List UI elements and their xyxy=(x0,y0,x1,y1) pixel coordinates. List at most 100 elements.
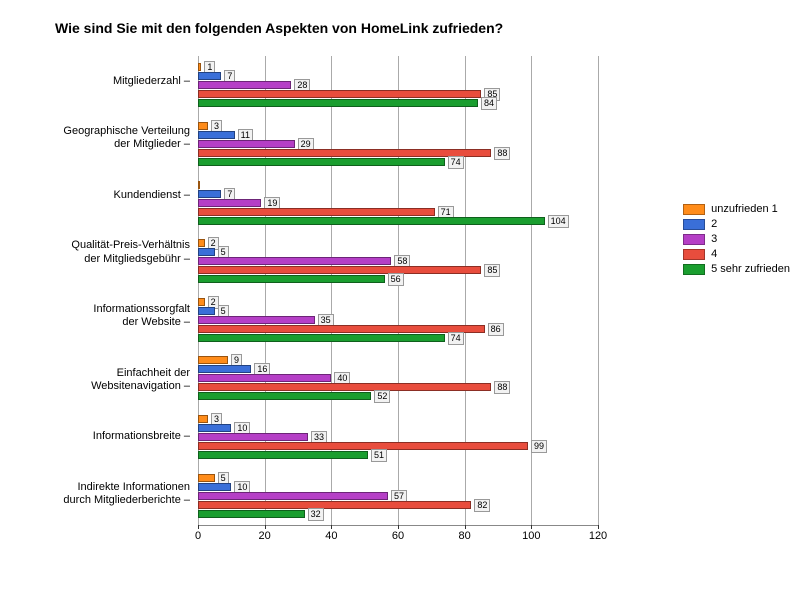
bar-row: 51 xyxy=(198,451,598,459)
bar xyxy=(198,81,291,89)
bar-row: 71 xyxy=(198,208,598,216)
bar xyxy=(198,131,235,139)
legend-label: 2 xyxy=(711,218,717,230)
bar xyxy=(198,217,545,225)
legend-item: 5 sehr zufrieden xyxy=(683,263,790,275)
bar xyxy=(198,307,215,315)
bar-row: 56 xyxy=(198,275,598,283)
x-tick-label: 120 xyxy=(589,530,607,542)
category-group: 916408852 xyxy=(198,349,598,408)
bar-row: 35 xyxy=(198,316,598,324)
bar-row: 86 xyxy=(198,325,598,333)
bar xyxy=(198,298,205,306)
bar-row: 3 xyxy=(198,122,598,130)
legend-item: 4 xyxy=(683,248,790,260)
bar-row: 88 xyxy=(198,383,598,391)
legend-swatch xyxy=(683,204,705,215)
category-group: 25358674 xyxy=(198,291,598,350)
x-tick-label: 40 xyxy=(325,530,337,542)
category-group: 17288584 xyxy=(198,56,598,115)
bar-row: 19 xyxy=(198,199,598,207)
category-group: 71971104 xyxy=(198,173,598,232)
bar-row: 99 xyxy=(198,442,598,450)
bar xyxy=(198,90,481,98)
category-label: Informationssorgfaltder Website – xyxy=(20,303,190,329)
legend-swatch xyxy=(683,219,705,230)
bar xyxy=(198,365,251,373)
bar xyxy=(198,442,528,450)
bar-value-label: 32 xyxy=(308,508,324,521)
bar-row: 40 xyxy=(198,374,598,382)
bar-row: 84 xyxy=(198,99,598,107)
y-axis-labels: Mitgliederzahl – Geographische Verteilung… xyxy=(20,56,198,526)
x-tick-label: 60 xyxy=(392,530,404,542)
chart-body: Mitgliederzahl – Geographische Verteilung… xyxy=(20,56,780,526)
bar-value-label: 52 xyxy=(374,390,390,403)
bar-value-label: 74 xyxy=(448,156,464,169)
bar-row: 5 xyxy=(198,474,598,482)
bar xyxy=(198,122,208,130)
bar-row: 29 xyxy=(198,140,598,148)
legend-label: 3 xyxy=(711,233,717,245)
bar xyxy=(198,257,391,265)
legend-swatch xyxy=(683,264,705,275)
bar xyxy=(198,140,295,148)
bar xyxy=(198,415,208,423)
bar xyxy=(198,356,228,364)
bar-value-label: 104 xyxy=(548,215,569,228)
x-tick-label: 100 xyxy=(522,530,540,542)
bar-row: 2 xyxy=(198,239,598,247)
category-label: Geographische Verteilungder Mitglieder – xyxy=(20,125,190,151)
x-tick-label: 0 xyxy=(195,530,201,542)
bar-row: 11 xyxy=(198,131,598,139)
category-group: 25588556 xyxy=(198,232,598,291)
plot-area: 1728858431129887471971104255885562535867… xyxy=(198,56,598,526)
bar-row: 58 xyxy=(198,257,598,265)
x-axis: 020406080100120 xyxy=(198,526,598,546)
bar xyxy=(198,266,481,274)
legend-item: 2 xyxy=(683,218,790,230)
bar xyxy=(198,374,331,382)
category-group: 510578232 xyxy=(198,466,598,525)
bar-row xyxy=(198,181,598,189)
bar xyxy=(198,325,485,333)
category-label: Qualität-Preis-Verhältnisder Mitgliedsge… xyxy=(20,239,190,265)
satisfaction-chart: Wie sind Sie mit den folgenden Aspekten … xyxy=(20,20,780,580)
bar xyxy=(198,190,221,198)
bar xyxy=(198,208,435,216)
bar-row: 57 xyxy=(198,492,598,500)
category-group: 310339951 xyxy=(198,408,598,467)
bar-row: 28 xyxy=(198,81,598,89)
bar xyxy=(198,158,445,166)
x-tick-label: 20 xyxy=(259,530,271,542)
bar-row: 16 xyxy=(198,365,598,373)
tick-mark xyxy=(598,525,599,529)
legend-swatch xyxy=(683,234,705,245)
bar xyxy=(198,275,385,283)
bar xyxy=(198,474,215,482)
bar-row: 85 xyxy=(198,90,598,98)
bar xyxy=(198,199,261,207)
bar xyxy=(198,383,491,391)
legend-label: 5 sehr zufrieden xyxy=(711,263,790,275)
bar-row: 104 xyxy=(198,217,598,225)
category-label: Mitgliederzahl – xyxy=(20,75,190,88)
bar xyxy=(198,451,368,459)
legend-item: 3 xyxy=(683,233,790,245)
bar-row: 1 xyxy=(198,63,598,71)
x-tick-label: 80 xyxy=(459,530,471,542)
bar xyxy=(198,248,215,256)
legend-swatch xyxy=(683,249,705,260)
bar-row: 82 xyxy=(198,501,598,509)
legend: unzufrieden 12345 sehr zufrieden xyxy=(683,200,790,278)
category-label: Indirekte Informationendurch Mitgliederb… xyxy=(20,481,190,507)
bar xyxy=(198,392,371,400)
category-label: Kundendienst – xyxy=(20,189,190,202)
bar-value-label: 56 xyxy=(388,273,404,286)
bar-row: 5 xyxy=(198,307,598,315)
bar xyxy=(198,492,388,500)
category-label: Einfachheit derWebsitenavigation – xyxy=(20,367,190,393)
bar xyxy=(198,316,315,324)
bar-row: 7 xyxy=(198,72,598,80)
chart-title: Wie sind Sie mit den folgenden Aspekten … xyxy=(20,20,780,36)
